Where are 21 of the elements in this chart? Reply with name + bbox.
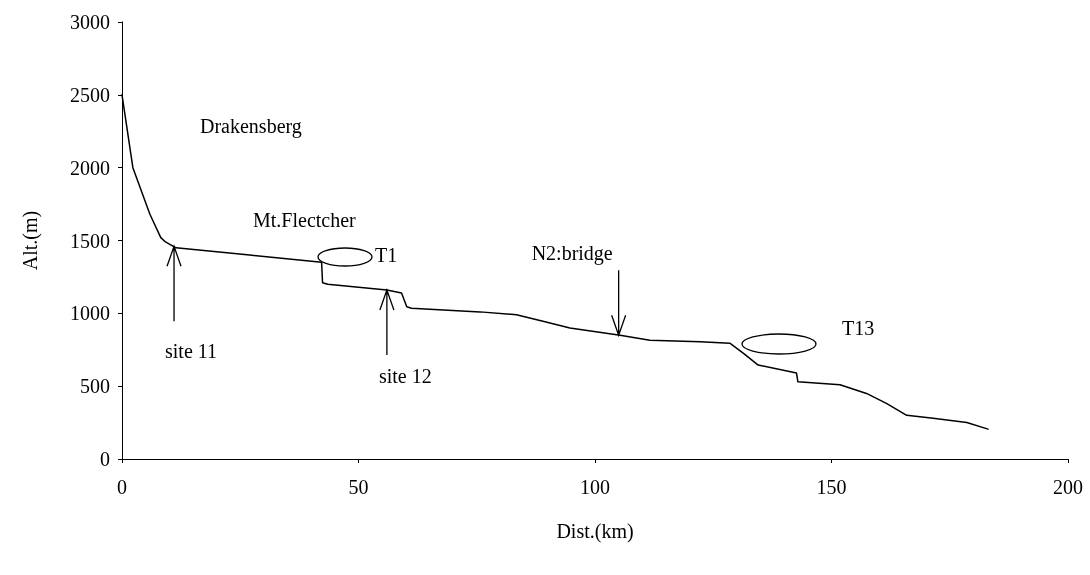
annotation: N2:bridge [531, 241, 613, 265]
y-tick-label: 2000 [70, 156, 110, 179]
y-tick-label: 1500 [70, 229, 110, 252]
annotation: site 12 [378, 364, 432, 387]
x-tick-label: 50 [348, 476, 369, 498]
annotation: T13 [842, 316, 875, 339]
annotation: Mt.Flectcher [253, 208, 357, 231]
y-axis-title: Alt.(m) [19, 210, 42, 271]
y-tick-label: 1000 [70, 302, 110, 325]
x-tick-label: 150 [816, 476, 847, 498]
annotation: site 11 [165, 339, 218, 362]
x-tick-label: 200 [1053, 476, 1083, 498]
x-tick-label: 100 [580, 476, 610, 498]
x-tick-label: 0 [117, 476, 127, 498]
y-tick-label: 0 [100, 448, 110, 470]
y-tick-label: 2500 [70, 83, 110, 106]
annotation: Drakensberg [200, 114, 302, 138]
y-tick-label: 500 [80, 375, 110, 398]
y-tick-label: 3000 [70, 11, 110, 33]
annotation: T1 [375, 243, 398, 266]
x-axis-title: Dist.(km) [556, 520, 634, 543]
